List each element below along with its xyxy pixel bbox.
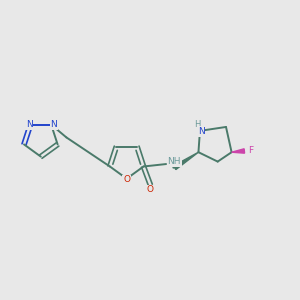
Text: F: F xyxy=(248,146,253,155)
Polygon shape xyxy=(173,152,198,169)
Text: N: N xyxy=(50,120,57,129)
Polygon shape xyxy=(232,149,244,153)
Text: O: O xyxy=(123,176,130,184)
Text: O: O xyxy=(147,185,154,194)
Text: NH: NH xyxy=(167,157,181,166)
Text: N: N xyxy=(198,127,205,136)
Text: N: N xyxy=(26,120,33,129)
Text: H: H xyxy=(194,120,200,129)
